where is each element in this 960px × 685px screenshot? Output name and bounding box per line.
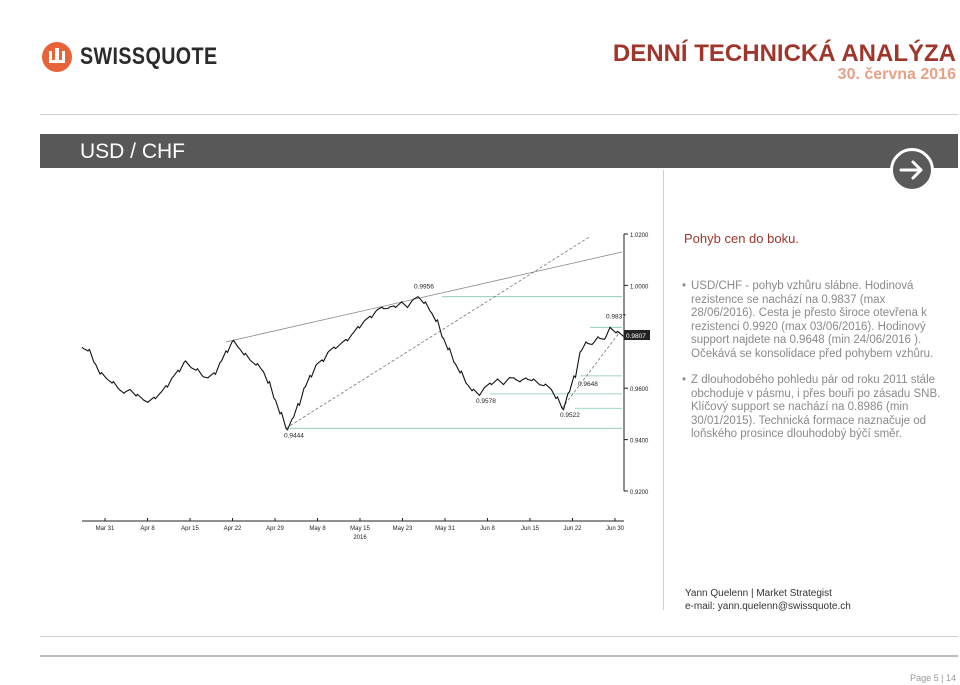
- swissquote-logo-icon: [42, 42, 72, 72]
- x-tick-label: May 8: [309, 526, 326, 532]
- price-chart: 1.02001.00000.98000.96000.94000.9200Mar …: [81, 233, 650, 541]
- y-tick-label: 0.9400: [630, 439, 649, 445]
- x-tick-label: May 23: [393, 526, 413, 532]
- x-tick-label: May 15: [350, 526, 370, 532]
- price-annotation: 0.9648: [578, 381, 598, 388]
- x-tick-label: Apr 29: [266, 526, 284, 532]
- y-tick-label: 1.0200: [630, 233, 649, 239]
- author-name: Yann Quelenn | Market Strategist: [685, 588, 832, 599]
- short-support-trendline: [561, 331, 621, 409]
- bullet-short-term: USD/CHF - pohyb vzhůru slábne. Hodinová …: [682, 280, 944, 361]
- x-tick-label: Apr 15: [181, 526, 199, 532]
- x-year-label: 2016: [353, 535, 367, 541]
- x-tick-label: Jun 22: [563, 526, 582, 532]
- x-tick-label: Jun 15: [521, 526, 540, 532]
- x-tick-label: Mar 31: [96, 526, 115, 532]
- x-tick-label: Jun 30: [606, 526, 625, 532]
- resistance-trendline: [225, 251, 623, 343]
- price-annotation: 0.9444: [284, 432, 304, 439]
- price-series-line: [81, 296, 624, 431]
- x-tick-label: May 31: [435, 526, 455, 532]
- author-email[interactable]: e-mail: yann.quelenn@swissquote.ch: [685, 601, 851, 612]
- section-bar: [40, 134, 958, 168]
- y-tick-label: 0.9200: [630, 490, 649, 496]
- x-tick-label: Apr 8: [140, 526, 155, 532]
- report-date: 30. června 2016: [837, 66, 956, 83]
- arrow-right-glyph: [899, 160, 923, 180]
- price-annotation: 0.9956: [414, 284, 434, 291]
- x-tick-label: Jun 8: [480, 526, 495, 532]
- summary-text: Pohyb cen do boku.: [684, 231, 799, 246]
- bullet-long-term: Z dlouhodobého pohledu pár od roku 2011 …: [682, 374, 944, 442]
- price-annotation: 0.9837: [606, 313, 626, 320]
- current-price-badge: [624, 330, 650, 341]
- brand-logo: SWISSQUOTE: [42, 42, 248, 72]
- price-annotation: 0.9522: [560, 412, 580, 419]
- footer-divider-2: [40, 655, 958, 657]
- current-price-label: 0.9807: [626, 333, 646, 340]
- x-tick-label: Apr 22: [224, 526, 242, 532]
- header-divider: [40, 114, 958, 115]
- support-trendline: [285, 236, 591, 429]
- arrow-right-icon[interactable]: [890, 148, 934, 192]
- y-tick-label: 1.0000: [630, 284, 649, 290]
- page-number: Page 5 | 14: [910, 673, 956, 683]
- analysis-bullets: USD/CHF - pohyb vzhůru slábne. Hodinová …: [682, 280, 944, 455]
- price-annotation: 0.9578: [476, 398, 496, 405]
- page-title: DENNÍ TECHNICKÁ ANALÝZA: [612, 40, 956, 67]
- author-block: Yann Quelenn | Market Strategist e-mail:…: [685, 587, 851, 613]
- section-title: USD / CHF: [80, 140, 185, 163]
- footer-divider-1: [40, 636, 958, 637]
- y-tick-label: 0.9600: [630, 387, 649, 393]
- brand-name: SWISSQUOTE: [80, 43, 218, 70]
- column-divider: [663, 170, 664, 610]
